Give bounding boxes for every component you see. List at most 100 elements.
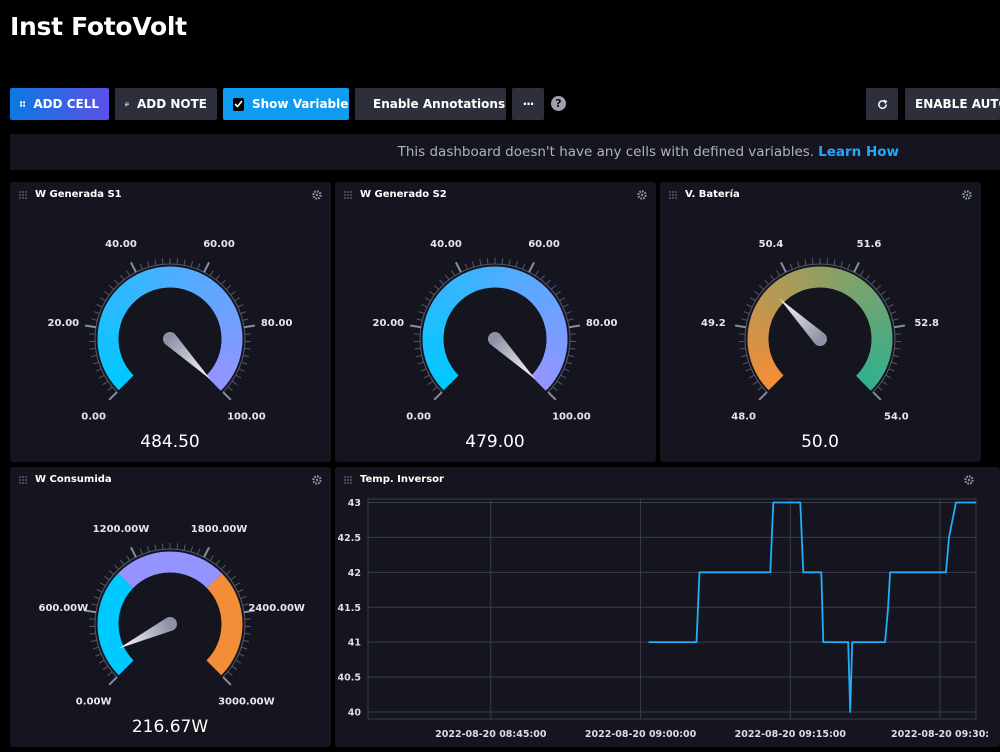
- gear-icon[interactable]: [964, 475, 974, 485]
- y-tick-label: 42.5: [338, 533, 361, 544]
- gauge-tick: [244, 632, 251, 635]
- gauge-band: [862, 298, 885, 316]
- drag-handle-icon[interactable]: [344, 476, 352, 484]
- learn-how-link[interactable]: Learn How: [818, 144, 899, 160]
- add-cell-button[interactable]: ADD CELL: [10, 88, 109, 120]
- gear-icon[interactable]: [312, 475, 322, 485]
- gauge-tick: [555, 290, 561, 296]
- gauge-tick: [415, 354, 422, 358]
- gauge-band: [215, 358, 237, 374]
- gear-icon[interactable]: [962, 190, 972, 200]
- gauge-tick: [464, 263, 468, 270]
- cell-header[interactable]: W Consumida: [10, 467, 331, 493]
- gear-icon[interactable]: [637, 190, 647, 200]
- gauge-tick: [545, 279, 551, 285]
- gauge-band: [480, 266, 491, 289]
- gauge-tick: [197, 263, 201, 270]
- gauge-tick: [243, 324, 256, 329]
- gauge-band: [542, 311, 565, 325]
- gauge-band: [523, 278, 542, 300]
- gauge-band: [220, 324, 243, 335]
- gauge-tick: [100, 582, 106, 587]
- cell-header[interactable]: W Generado S2: [335, 182, 656, 208]
- gauge-tick: [567, 318, 574, 321]
- gauge-band: [142, 269, 156, 292]
- gauge-band: [779, 274, 797, 297]
- cell-title: W Consumida: [35, 474, 112, 485]
- gauge-band: [859, 367, 881, 386]
- gauge-tick: [741, 318, 748, 321]
- drag-handle-icon[interactable]: [19, 476, 27, 484]
- drag-handle-icon[interactable]: [344, 191, 352, 199]
- cell-header[interactable]: W Generada S1: [10, 182, 331, 208]
- gauge-tick: [95, 368, 102, 372]
- gauge-tick: [242, 603, 249, 606]
- gauge-tick-label: 20.00: [48, 318, 80, 329]
- gauge-tick: [100, 297, 106, 302]
- gauge-band: [423, 317, 446, 330]
- drag-handle-icon[interactable]: [19, 191, 27, 199]
- gauge-tick: [203, 261, 210, 273]
- gauge-tick-ring: [419, 263, 571, 393]
- gauge-band: [473, 267, 486, 290]
- gauge-band: [867, 311, 890, 325]
- chart-cell-temp-inversor: Temp. Inversor 43 42.5 42 41.5 41 40.5 40 2022-…: [335, 467, 1000, 747]
- gauge-tick: [833, 259, 836, 266]
- gauge-tick: [240, 311, 247, 315]
- gauge-band: [425, 353, 448, 367]
- refresh-icon: [877, 99, 887, 109]
- gauge-value: 479.00: [465, 432, 524, 452]
- drag-handle-icon[interactable]: [669, 191, 677, 199]
- gauge-band: [844, 275, 861, 297]
- gauge-tick: [146, 261, 150, 268]
- show-variables-toggle[interactable]: Show Variables: [223, 88, 349, 120]
- gauge-needle: [118, 617, 177, 649]
- line-chart[interactable]: 43 42.5 42 41.5 41 40.5 40 2022-08-20 08:45:00 2…: [335, 467, 1000, 747]
- gauge-tick: [840, 261, 844, 268]
- help-icon[interactable]: ?: [551, 96, 566, 111]
- gauge-band: [124, 278, 142, 300]
- gauge-band: [135, 271, 151, 294]
- gauge-needle: [163, 332, 211, 380]
- cell-title: W Generado S2: [360, 189, 447, 200]
- gauge-band: [113, 371, 134, 391]
- refresh-button[interactable]: [866, 88, 898, 120]
- gauge-cell-v-bateria: V. Batería 48.0 49.2 50.4 51.6 52.8 54.0 50.0: [660, 182, 981, 462]
- gauge-tick: [240, 596, 247, 600]
- gauge-band: [212, 298, 235, 316]
- x-tick-label: 2022-08-20 09:00:00: [585, 729, 697, 740]
- gauge-tick: [746, 304, 753, 308]
- gear-icon[interactable]: [312, 190, 322, 200]
- cell-header[interactable]: Temp. Inversor: [335, 467, 1000, 493]
- gauge-tick-label: 100.00: [227, 411, 266, 422]
- gauge-tick: [734, 324, 747, 329]
- enable-auto-refresh-button[interactable]: ENABLE AUTO: [905, 88, 1000, 120]
- gauge-tick: [154, 259, 157, 266]
- gauge-tick: [752, 380, 759, 385]
- gauge-tick: [90, 639, 97, 643]
- gauge-tick: [540, 274, 546, 281]
- cell-header[interactable]: V. Batería: [660, 182, 981, 208]
- gauge-band: [217, 353, 240, 368]
- show-variables-label: Show Variables: [252, 97, 349, 111]
- gauge-tick: [107, 671, 113, 677]
- gauge-band: [431, 298, 453, 315]
- add-note-button[interactable]: ADD NOTE: [115, 88, 217, 120]
- gauge-tick: [225, 285, 232, 290]
- gauge-tick: [743, 311, 750, 315]
- gauge-band: [109, 367, 131, 385]
- gauge-band: [219, 317, 242, 330]
- gauge-tick: [559, 297, 565, 302]
- gauge-tick: [91, 603, 98, 606]
- gauge-band: [774, 278, 792, 300]
- gauge-band: [102, 358, 125, 374]
- enable-annotations-toggle[interactable]: Enable Annotations: [355, 88, 506, 120]
- gauge-tick: [126, 270, 131, 276]
- gauge-tick: [222, 391, 232, 401]
- gauge-tick: [96, 589, 103, 593]
- gauge-tick: [528, 261, 535, 273]
- gauge-tick-label: 600.00W: [39, 603, 89, 614]
- gauge-g2: 0.00 20.00 40.00 60.00 80.00 100.00 479.00: [373, 239, 618, 452]
- more-options-button[interactable]: ···: [512, 88, 544, 120]
- gauge-tick: [176, 543, 179, 550]
